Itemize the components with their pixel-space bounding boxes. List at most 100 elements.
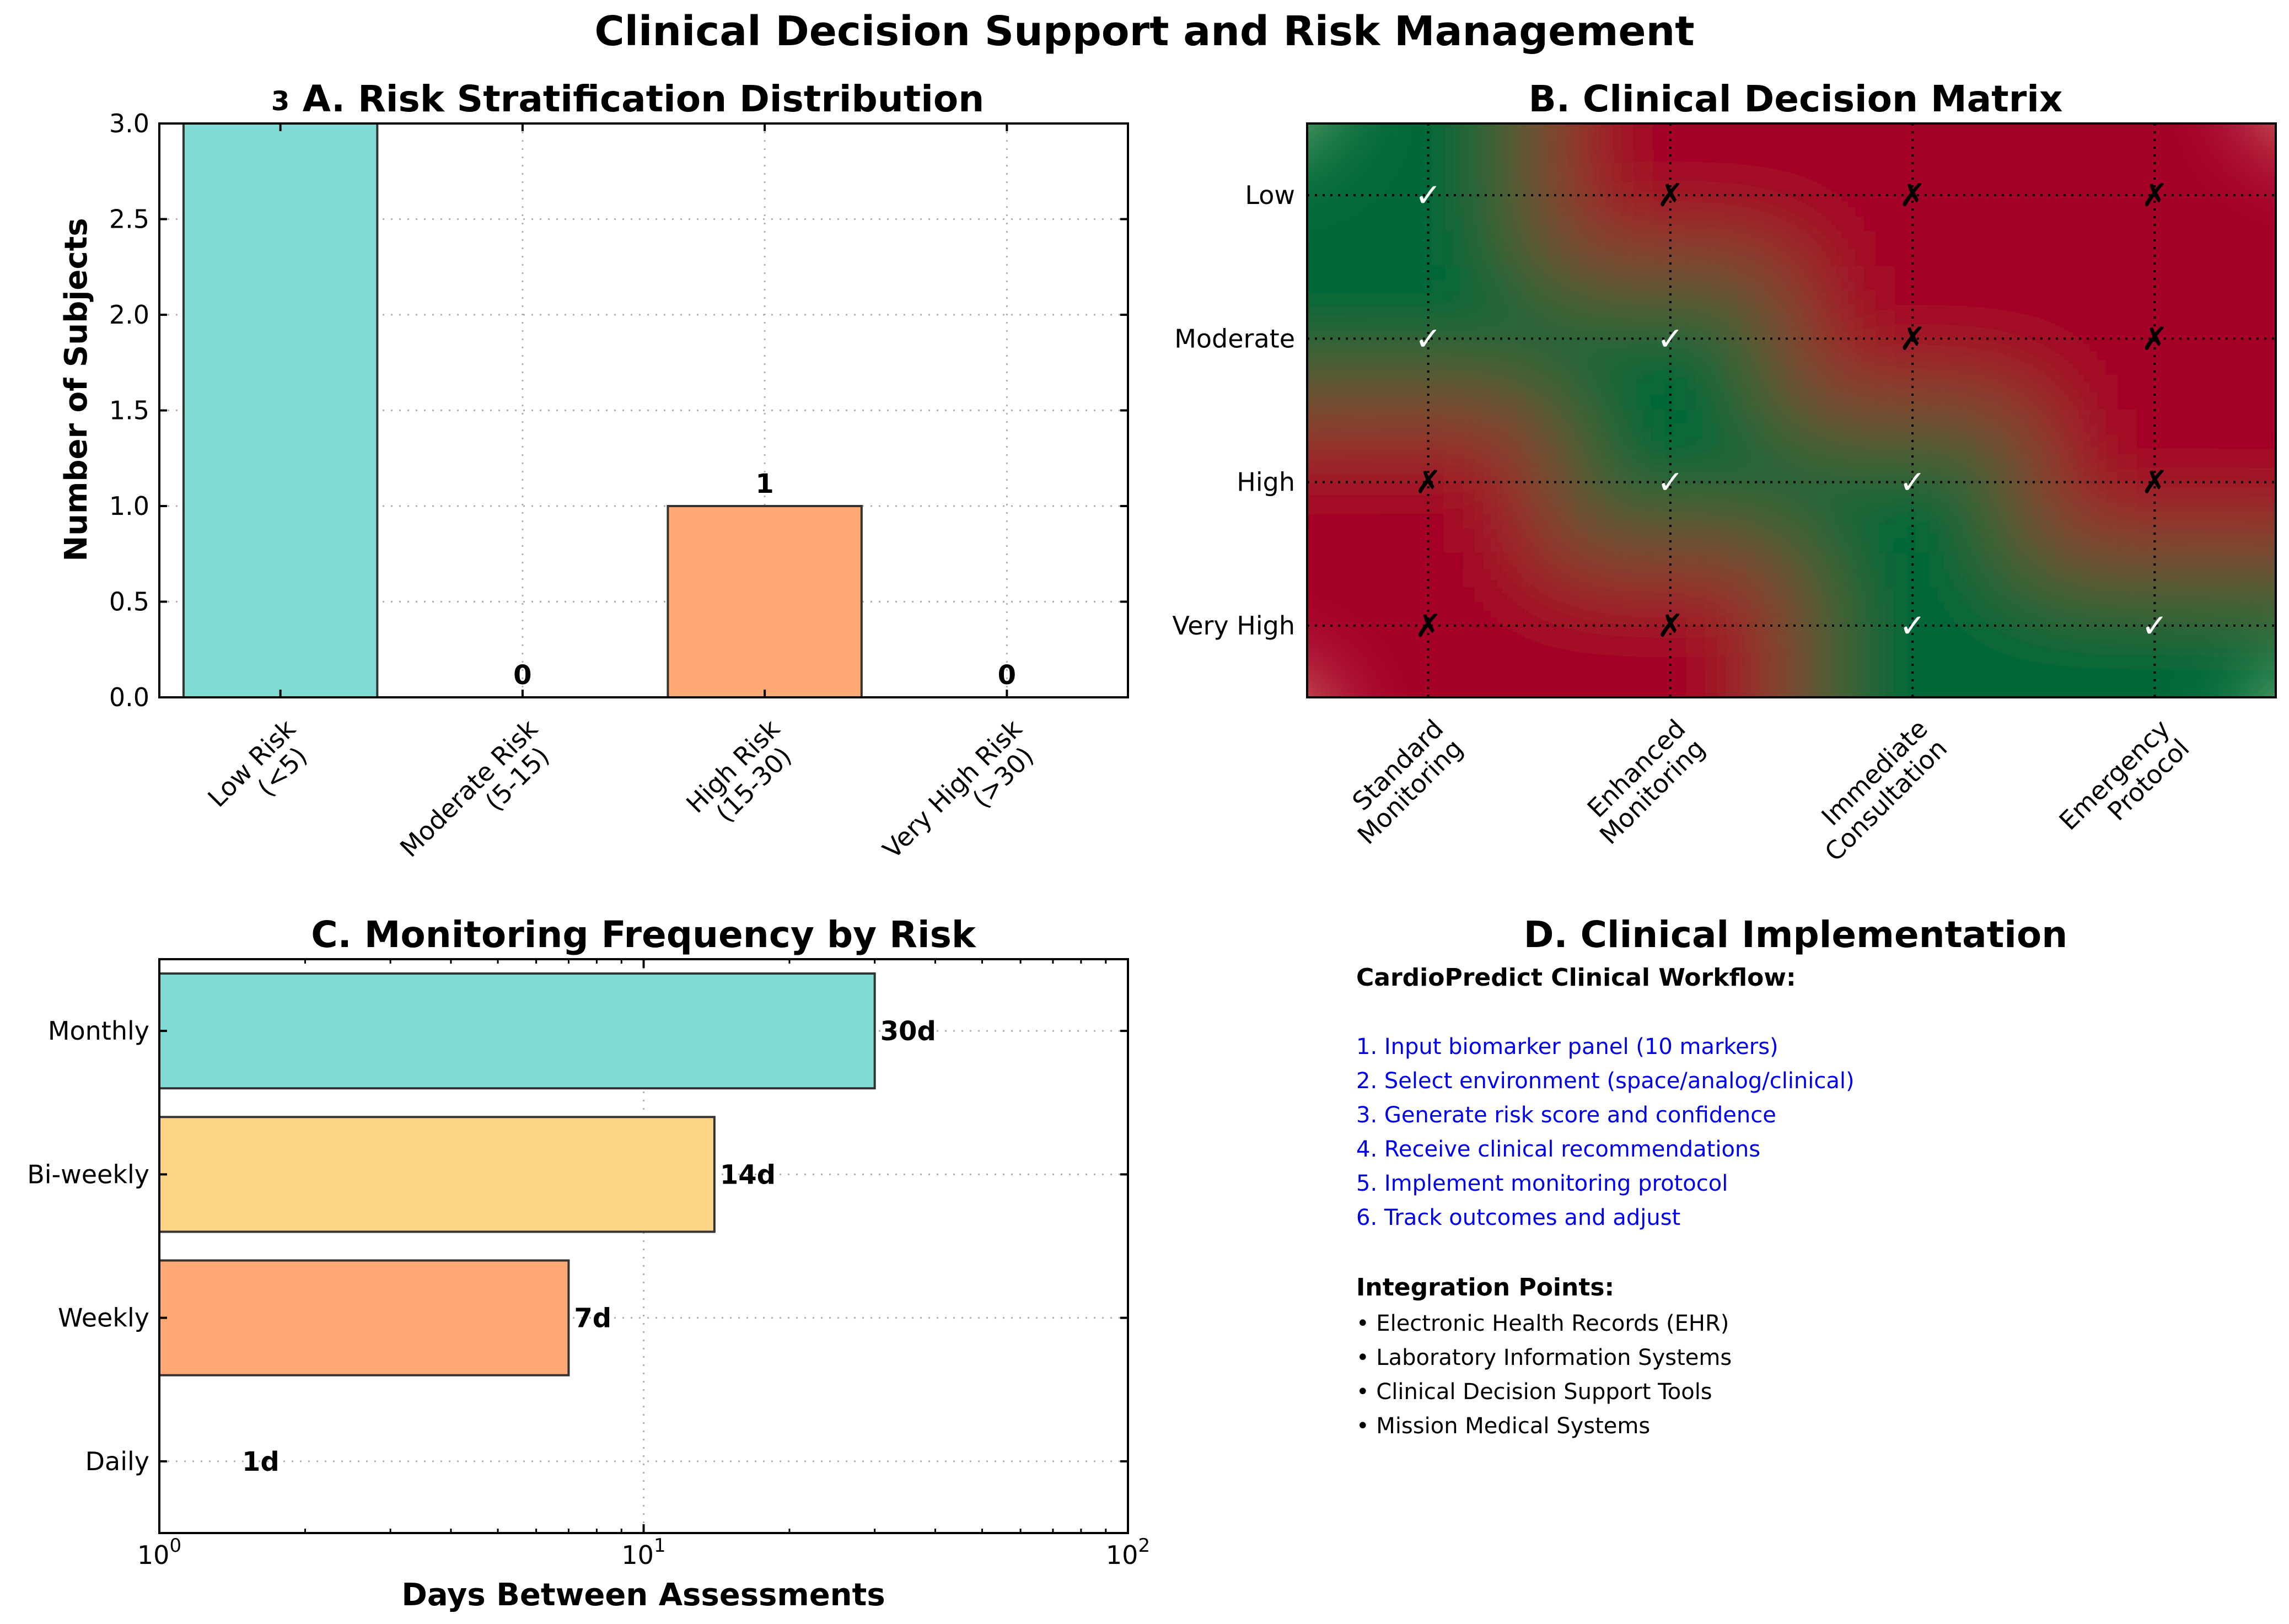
y-tick-label: 1.5 xyxy=(109,396,149,426)
column-label: EnhancedMonitoring xyxy=(1575,714,1711,850)
panel-a-frame xyxy=(158,122,1129,698)
cross-mark: ✗ xyxy=(1657,607,1684,644)
x-tick-label: Very High Risk(>30) xyxy=(877,713,1047,884)
heatmap-marks: ✓ ✗ ✗ ✗ ✓ ✓ ✗ ✗ ✗ ✓ ✓ ✗ ✗ ✗ ✓ ✓ xyxy=(1415,176,2168,644)
y-tick-label: 1.0 xyxy=(109,491,149,521)
panel-c-title: C. Monitoring Frequency by Risk xyxy=(311,913,977,956)
column-label: EmergencyProtocol xyxy=(2054,714,2195,856)
panel-a-value-labels: 3 0 1 0 xyxy=(271,86,1016,691)
x-tick-base: 10 xyxy=(1106,1540,1138,1570)
x-tick-exponent: 0 xyxy=(169,1535,181,1557)
panel-c-frame xyxy=(158,958,1129,1534)
panel-c-monitoring-frequency: C. Monitoring Frequency by Risk Days Bet… xyxy=(27,913,1150,1613)
hbar-1 xyxy=(158,972,876,1090)
cross-mark: ✗ xyxy=(1415,464,1442,501)
x-tick-label-group: Moderate Risk(5-15) xyxy=(394,713,563,882)
row-label: High xyxy=(1237,467,1295,497)
check-mark: ✓ xyxy=(1415,176,1442,214)
cross-mark: ✗ xyxy=(1899,320,1926,357)
workflow-step-5: 5. Implement monitoring protocol xyxy=(1356,1171,1728,1196)
column-label-group: EmergencyProtocol xyxy=(2054,714,2195,856)
workflow-steps: 1. Input biomarker panel (10 markers) 2. … xyxy=(1356,1034,1855,1230)
column-label-group: ImmediateConsultation xyxy=(1799,714,1953,867)
hbar-value-label: 30d xyxy=(880,1016,936,1047)
panel-d-title: D. Clinical Implementation xyxy=(1524,913,2067,956)
y-tick-label: 3.0 xyxy=(109,109,149,138)
y-tick-label: Bi-weekly xyxy=(27,1159,149,1189)
heatmap-edge xyxy=(2276,123,2289,267)
x-tick-exponent: 2 xyxy=(1138,1535,1150,1557)
cross-mark: ✗ xyxy=(2141,320,2168,357)
y-tick-label: Daily xyxy=(85,1446,149,1476)
hbar-value-label: 14d xyxy=(720,1159,776,1190)
integration-items: • Electronic Health Records (EHR) • Labor… xyxy=(1356,1311,1732,1439)
integration-item-1: • Electronic Health Records (EHR) xyxy=(1356,1311,1729,1336)
row-label: Very High xyxy=(1172,611,1295,641)
panel-c-y-ticks: Monthly Bi-weekly Weekly Daily xyxy=(27,1016,1128,1476)
integration-item-3: • Clinical Decision Support Tools xyxy=(1356,1379,1712,1405)
hbar-2 xyxy=(158,1116,716,1233)
workflow-heading: CardioPredict Clinical Workflow: xyxy=(1356,964,1796,992)
x-tick-label: Moderate Risk(5-15) xyxy=(394,713,563,882)
figure-title: Clinical Decision Support and Risk Manag… xyxy=(594,8,1694,55)
x-tick-base: 10 xyxy=(137,1540,170,1570)
panel-b-row-labels: Low Moderate High Very High xyxy=(1172,180,1295,641)
y-tick-label: Weekly xyxy=(58,1303,149,1333)
x-tick-label: 101 xyxy=(621,1535,665,1570)
column-label: StandardMonitoring xyxy=(1332,714,1468,850)
cross-mark: ✗ xyxy=(1657,176,1684,214)
row-label: Moderate xyxy=(1174,324,1295,353)
check-mark: ✓ xyxy=(1657,464,1684,501)
cross-mark: ✗ xyxy=(2141,464,2168,501)
panel-a-bars xyxy=(182,122,863,698)
heatmap-edge xyxy=(2276,267,2289,410)
workflow-step-4: 4. Receive clinical recommendations xyxy=(1356,1137,1760,1162)
x-tick-label: 100 xyxy=(137,1535,181,1570)
workflow-step-3: 3. Generate risk score and confidence xyxy=(1356,1103,1776,1128)
x-tick-label-group: Very High Risk(>30) xyxy=(877,713,1047,884)
y-tick-label: Monthly xyxy=(48,1016,149,1046)
integration-item-4: • Mission Medical Systems xyxy=(1356,1413,1650,1439)
workflow-step-2: 2. Select environment (space/analog/clin… xyxy=(1356,1068,1855,1094)
workflow-step-1: 1. Input biomarker panel (10 markers) xyxy=(1356,1034,1778,1060)
bar-value-label: 3 xyxy=(271,86,289,117)
heatmap-edge xyxy=(2276,554,2289,697)
check-mark: ✓ xyxy=(1899,607,1926,644)
panel-a-y-ticks: 0.0 0.5 1.0 1.5 2.0 2.5 3.0 xyxy=(109,109,1128,712)
x-tick-label: Low Risk(<5) xyxy=(202,713,321,832)
bar-value-label: 0 xyxy=(513,660,531,691)
y-tick-label: 2.5 xyxy=(109,205,149,234)
panel-b-column-labels: StandardMonitoring EnhancedMonitoring Imme… xyxy=(1332,714,2195,867)
panel-b-title: B. Clinical Decision Matrix xyxy=(1529,78,2063,120)
hbar-3 xyxy=(158,1259,570,1376)
bar-value-label: 0 xyxy=(998,660,1016,691)
panel-a-title: A. Risk Stratification Distribution xyxy=(303,78,985,120)
column-label: ImmediateConsultation xyxy=(1799,714,1953,867)
check-mark: ✓ xyxy=(1657,320,1684,357)
integration-item-2: • Laboratory Information Systems xyxy=(1356,1345,1732,1370)
heatmap-edge xyxy=(2276,411,2289,554)
x-tick-label: 102 xyxy=(1106,1535,1150,1570)
cross-mark: ✗ xyxy=(1899,176,1926,214)
panel-b-grid xyxy=(1307,123,2276,697)
bar-3 xyxy=(667,505,863,698)
panel-c-bars xyxy=(158,972,876,1376)
check-mark: ✓ xyxy=(2141,607,2168,644)
panel-c-value-labels: 30d 14d 7d 1d xyxy=(242,1016,936,1477)
x-tick-label-group: Low Risk(<5) xyxy=(202,713,321,832)
panel-c-xlabel: Days Between Assessments xyxy=(401,1577,885,1613)
x-tick-label: High Risk(15-30) xyxy=(680,713,805,838)
panel-b-decision-matrix: B. Clinical Decision Matrix ✓ ✗ ✗ ✗ ✓ ✓ ✗ ✗ ✗ ✓ ✓ ✗… xyxy=(1172,78,2289,867)
integration-heading: Integration Points: xyxy=(1356,1273,1614,1302)
row-label: Low xyxy=(1245,180,1295,210)
column-label-group: EnhancedMonitoring xyxy=(1575,714,1711,850)
panel-a-ylabel: Number of Subjects xyxy=(58,218,94,561)
y-tick-label: 2.0 xyxy=(109,300,149,330)
hbar-value-label: 1d xyxy=(242,1446,280,1477)
cross-mark: ✗ xyxy=(1415,607,1442,644)
x-tick-base: 10 xyxy=(621,1540,654,1570)
hbar-value-label: 7d xyxy=(574,1303,611,1334)
check-mark: ✓ xyxy=(1899,464,1926,501)
workflow-step-6: 6. Track outcomes and adjust xyxy=(1356,1205,1680,1230)
